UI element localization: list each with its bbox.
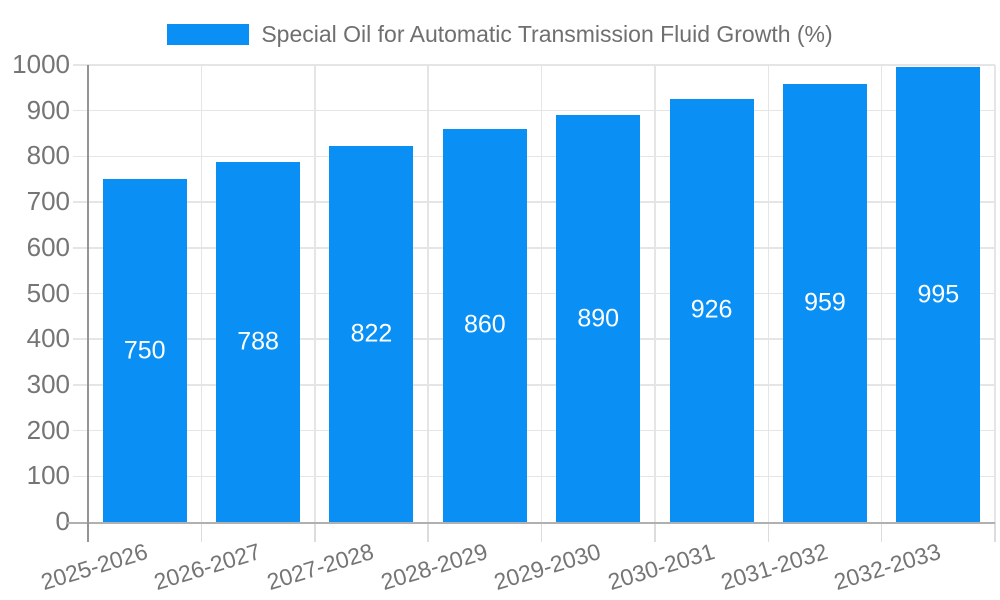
horizontal-gridline [73, 384, 995, 386]
bar-value-label: 822 [350, 319, 393, 348]
vertical-gridline [654, 65, 656, 522]
y-axis-tick-label: 200 [26, 414, 70, 445]
bar-value-label: 860 [463, 310, 506, 339]
legend-swatch-icon [167, 23, 250, 45]
bar-value-label: 926 [690, 295, 733, 324]
y-axis-tick-label: 500 [26, 277, 70, 308]
y-axis-tick-label: 400 [26, 323, 70, 354]
vertical-gridline [767, 65, 769, 522]
legend[interactable]: Special Oil for Automatic Transmission F… [0, 21, 1000, 47]
bar[interactable] [329, 146, 414, 522]
vertical-gridline [540, 65, 543, 522]
y-axis-tick-label: 1000 [12, 48, 70, 79]
y-axis-tick-label: 700 [26, 185, 70, 216]
x-axis-tick-mark [314, 522, 316, 542]
horizontal-gridline [73, 155, 995, 158]
bar[interactable] [896, 67, 981, 522]
y-axis-line [87, 65, 89, 542]
bar-value-label: 995 [917, 280, 960, 309]
horizontal-gridline [73, 201, 995, 203]
vertical-gridline [880, 65, 883, 522]
horizontal-gridline [73, 292, 995, 295]
bar[interactable] [442, 128, 527, 522]
x-axis-tick-mark [880, 522, 883, 542]
y-axis-tick-label: 0 [55, 505, 70, 536]
vertical-gridline [427, 65, 429, 522]
bar[interactable] [216, 161, 301, 522]
bar-value-label: 788 [237, 327, 279, 356]
horizontal-gridline [73, 247, 995, 249]
x-axis-tick-label: 2029-2030 [490, 538, 604, 596]
x-axis-tick-label: 2026-2027 [150, 538, 264, 596]
bar[interactable] [556, 115, 641, 522]
x-axis-tick-label: 2025-2026 [37, 538, 151, 596]
legend-title: Special Oil for Automatic Transmission F… [261, 21, 833, 47]
y-axis-tick-label: 600 [26, 231, 70, 262]
bar[interactable] [782, 83, 867, 522]
bar-value-label: 890 [577, 304, 620, 333]
x-axis-tick-label: 2028-2029 [377, 538, 491, 596]
x-axis-tick-mark [540, 522, 543, 542]
x-axis-tick-label: 2030-2031 [604, 538, 718, 596]
x-axis-line [66, 522, 995, 524]
vertical-gridline [200, 65, 203, 522]
x-axis-tick-mark [200, 522, 203, 542]
y-axis-tick-label: 800 [26, 140, 70, 171]
vertical-gridline [994, 65, 996, 522]
y-axis-tick-label: 900 [26, 94, 70, 125]
bar-value-label: 959 [804, 288, 846, 317]
bar[interactable] [102, 179, 187, 522]
bar-value-label: 750 [123, 336, 166, 365]
horizontal-gridline [73, 64, 995, 66]
bar[interactable] [669, 98, 754, 522]
horizontal-gridline [73, 109, 995, 112]
horizontal-gridline [73, 429, 995, 432]
y-axis-tick-label: 300 [26, 368, 70, 399]
x-axis-tick-mark [654, 522, 656, 542]
x-axis-tick-mark [994, 522, 996, 542]
x-axis-tick-label: 2027-2028 [264, 538, 378, 596]
x-axis-tick-label: 2032-2033 [831, 538, 944, 596]
y-axis-tick-label: 100 [26, 460, 70, 491]
horizontal-gridline [73, 338, 995, 340]
x-axis-tick-label: 2031-2032 [717, 538, 831, 596]
x-axis-tick-mark [767, 522, 769, 542]
vertical-gridline [314, 65, 316, 522]
x-axis-tick-mark [427, 522, 429, 542]
horizontal-gridline [73, 475, 995, 478]
